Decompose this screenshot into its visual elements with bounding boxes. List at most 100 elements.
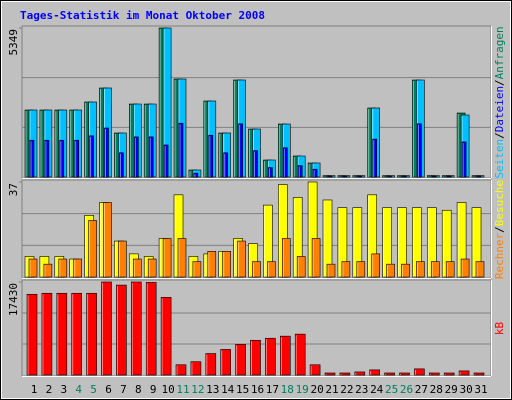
bar (341, 261, 351, 278)
x-tick-label: 15 (236, 383, 249, 396)
bar-group (357, 175, 363, 178)
bar (178, 122, 184, 178)
bar-group (369, 369, 381, 376)
bar-group (118, 240, 127, 278)
bar (476, 175, 482, 178)
bar-group (443, 372, 455, 376)
bar (74, 139, 79, 178)
bar-group (28, 258, 38, 278)
x-tick-label: 30 (459, 383, 472, 396)
bar-group (281, 238, 291, 278)
bar (475, 261, 485, 278)
bar (163, 144, 169, 178)
bar (372, 138, 378, 178)
legend: Rechner/Besuche (493, 180, 506, 279)
bar-group (192, 261, 202, 278)
bar (41, 292, 53, 376)
bar (88, 220, 97, 278)
bar-group (311, 238, 321, 278)
y-tick-label: 17430 (7, 283, 20, 316)
bar (460, 258, 470, 278)
bar-group (163, 144, 169, 178)
bar (101, 281, 112, 376)
bar (43, 263, 53, 278)
bar (268, 167, 273, 178)
bar-group (175, 364, 187, 376)
x-tick-label: 23 (355, 383, 368, 396)
bar (207, 251, 217, 278)
x-tick-label: 12 (191, 383, 204, 396)
x-tick-label: 22 (340, 383, 353, 396)
bar (443, 372, 455, 376)
bar-group (223, 152, 228, 178)
x-tick-label: 28 (430, 383, 443, 396)
legend-entry: Dateien (493, 86, 506, 132)
bar-group (252, 261, 261, 278)
bar-group (73, 258, 82, 278)
x-tick-label: 2 (46, 383, 53, 396)
bar-group (104, 127, 109, 178)
bar-group (268, 167, 273, 178)
bar-group (309, 364, 321, 376)
bar (119, 152, 124, 178)
bar-group (59, 139, 65, 178)
bar-group (431, 175, 437, 178)
bar (357, 175, 363, 178)
bar-group (43, 263, 53, 278)
bar-group (339, 372, 351, 376)
bar-group (282, 147, 288, 178)
x-tick-label: 5 (90, 383, 97, 396)
bar (414, 368, 425, 376)
bar-group (446, 175, 452, 178)
bar (387, 175, 392, 178)
bar-group (460, 258, 470, 278)
legend: kB (493, 322, 506, 336)
bar (309, 364, 321, 376)
bar-group (119, 152, 124, 178)
legend-separator: / (493, 79, 506, 86)
bar-group (238, 123, 243, 178)
bar (461, 141, 467, 178)
bar-group (326, 263, 336, 278)
bar (296, 256, 306, 278)
bar (148, 136, 154, 178)
bar (431, 175, 437, 178)
legend: Seiten/Dateien/Anfragen (493, 26, 506, 178)
bar-group (428, 372, 440, 376)
bar (177, 238, 187, 278)
bar-group (177, 238, 187, 278)
bar (458, 370, 470, 376)
bar (312, 168, 318, 178)
bar (26, 293, 38, 376)
bar (399, 372, 410, 376)
bar (190, 361, 202, 376)
bar (428, 372, 440, 376)
bar-group (372, 138, 378, 178)
bar-group (103, 202, 112, 278)
x-tick-label: 18 (281, 383, 294, 396)
bar-group (458, 370, 470, 376)
bar-group (401, 263, 410, 278)
bar-group (430, 261, 440, 278)
bar-group (134, 136, 139, 178)
bar-group (29, 139, 35, 178)
bar (162, 238, 172, 278)
x-tick-label: 27 (415, 383, 428, 396)
x-tick-label: 4 (75, 383, 82, 396)
bar (311, 238, 321, 278)
bar-group (145, 282, 157, 376)
bar (133, 258, 142, 278)
bar (354, 371, 366, 376)
bar-group (371, 253, 381, 278)
bar-group (26, 293, 38, 376)
bar (324, 372, 336, 376)
bar (59, 139, 65, 178)
bar (446, 175, 452, 178)
bar-group (116, 284, 127, 376)
bar-group (41, 292, 53, 376)
bar (430, 261, 440, 278)
bar (445, 261, 455, 278)
bar-group (399, 372, 410, 376)
chart-title: Tages-Statistik im Monat Oktober 2008 (20, 9, 265, 22)
